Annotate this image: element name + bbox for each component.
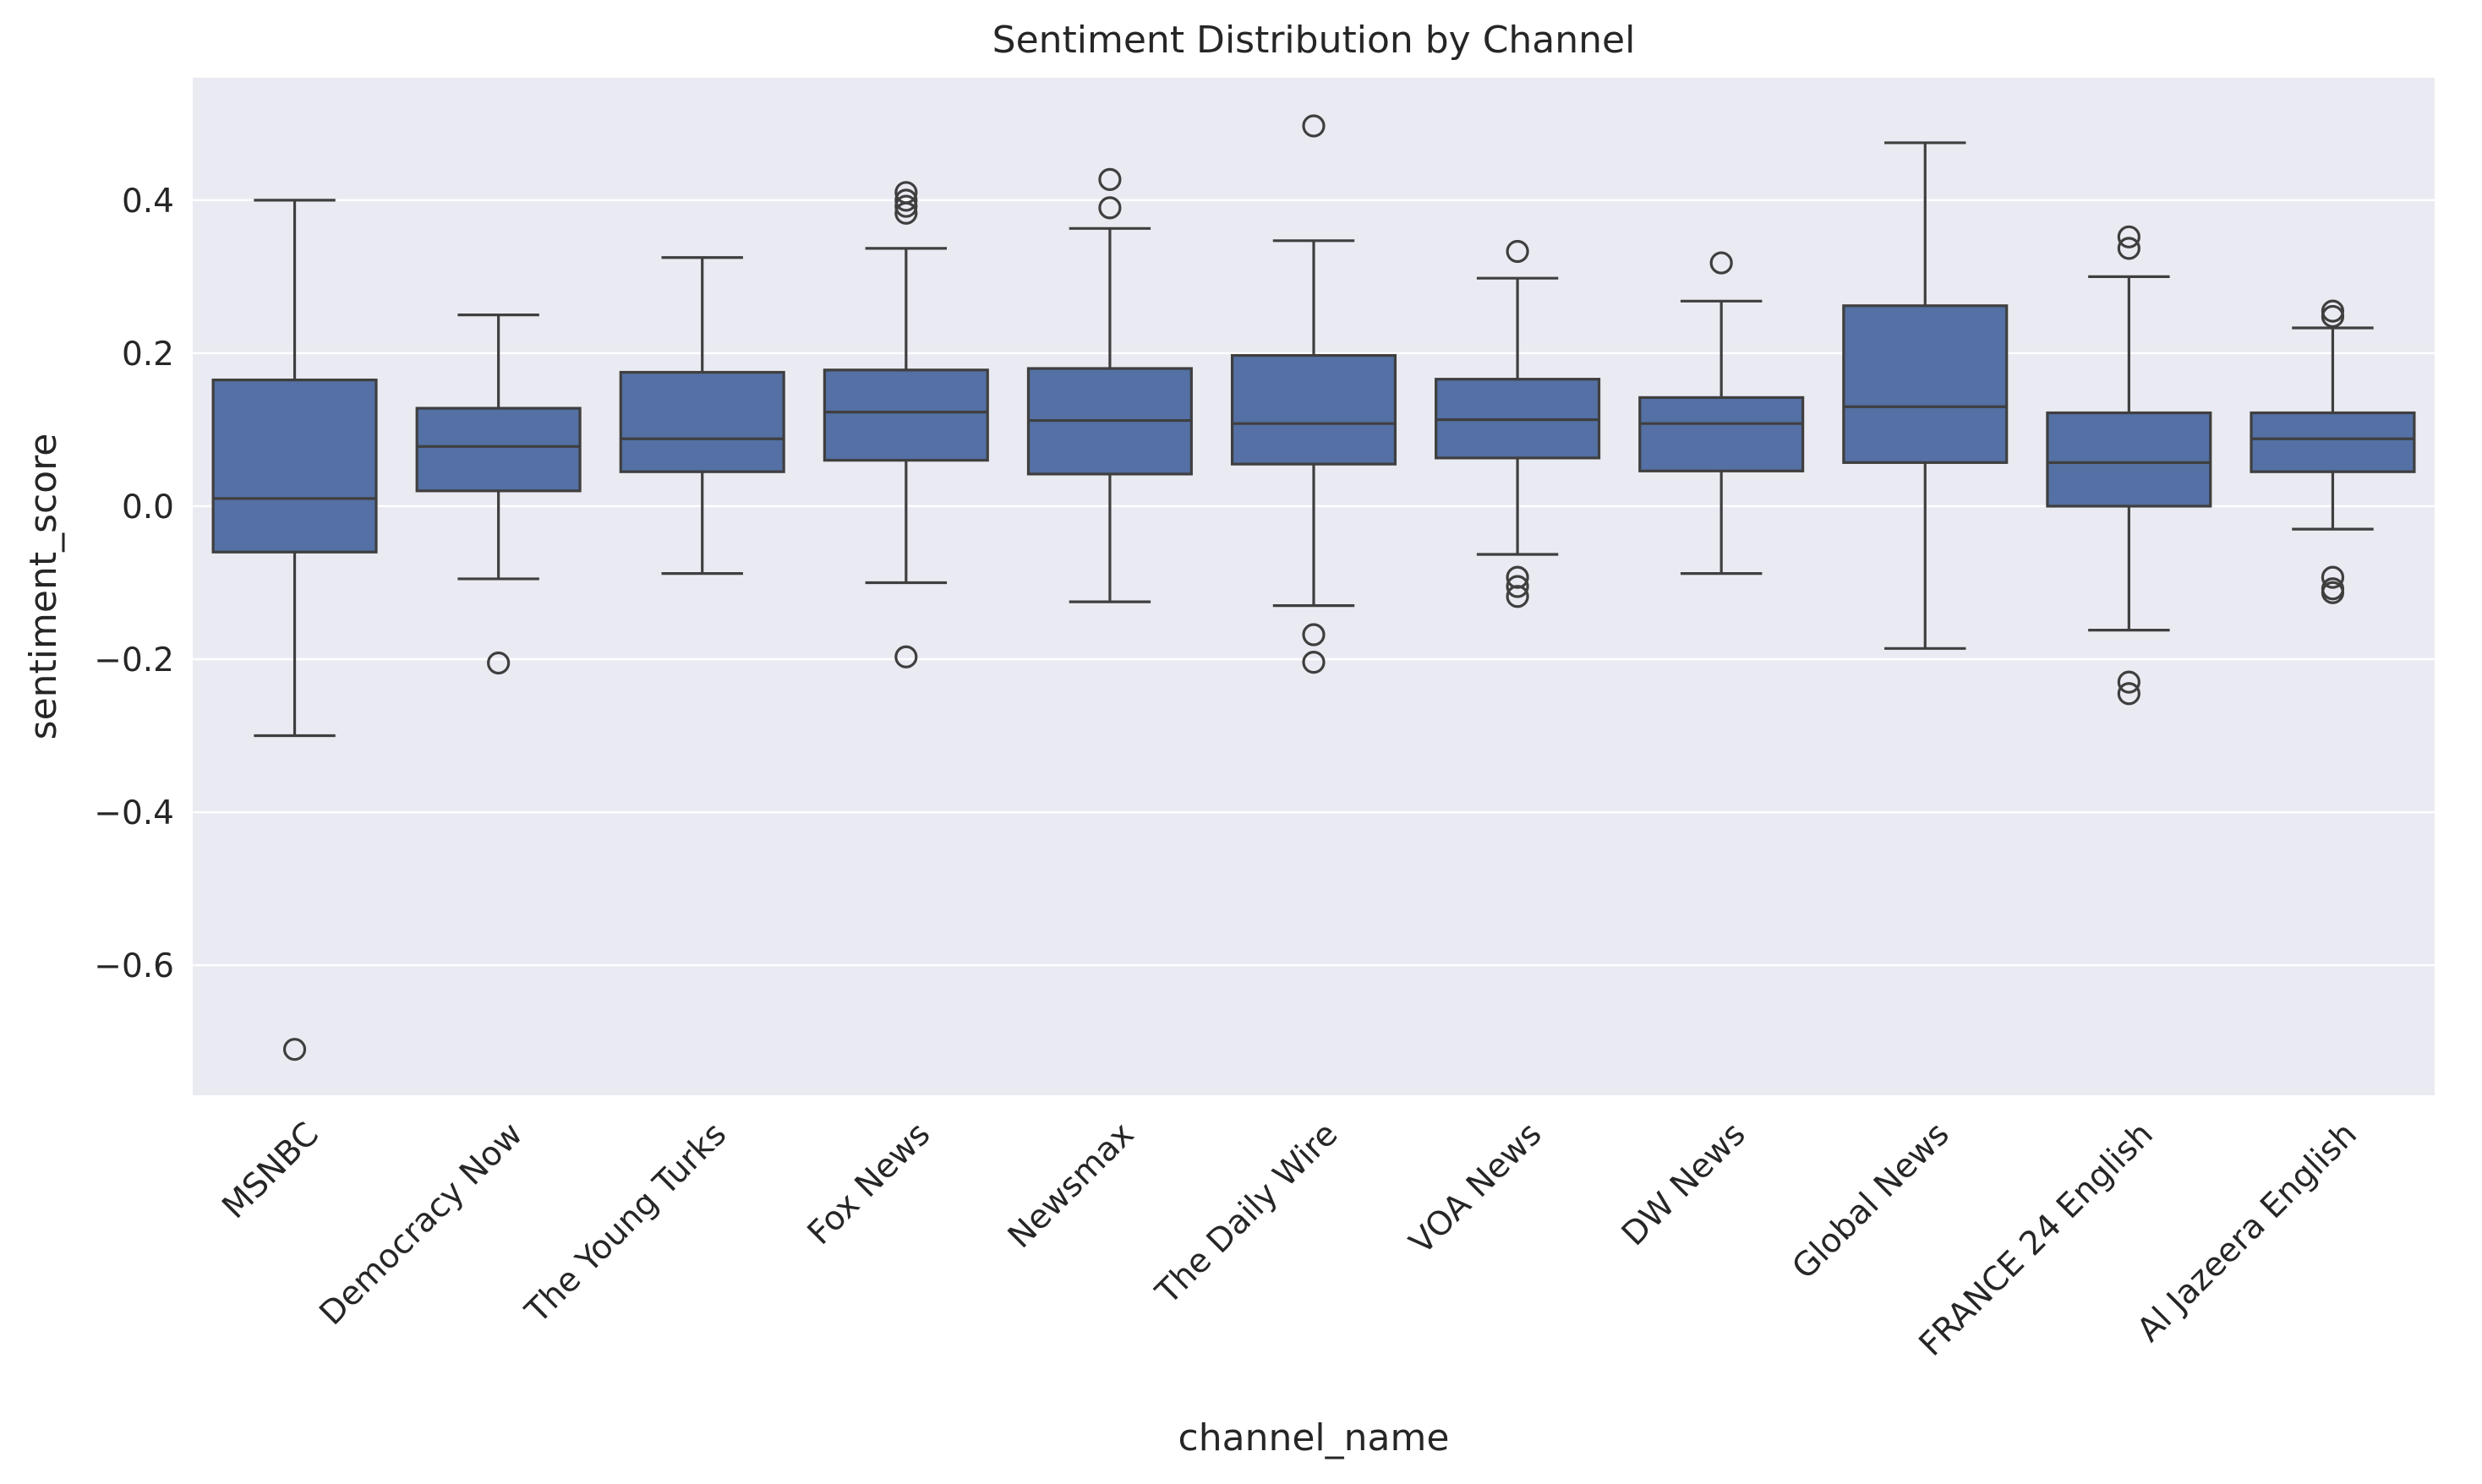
box-5 bbox=[1026, 167, 1193, 603]
y-axis-label: sentiment_score bbox=[22, 434, 65, 740]
outlier-point bbox=[894, 645, 918, 668]
y-tick-label: −0.2 bbox=[94, 641, 174, 679]
outlier-point bbox=[1506, 239, 1529, 264]
iqr-box bbox=[2046, 411, 2212, 508]
iqr-box bbox=[823, 368, 989, 462]
x-tick-label: FRANCE 24 English bbox=[1912, 1116, 2161, 1364]
box-8 bbox=[1638, 251, 1805, 576]
iqr-box bbox=[619, 370, 785, 473]
iqr-box bbox=[415, 406, 582, 493]
box-2 bbox=[415, 314, 582, 675]
y-tick-label: −0.6 bbox=[94, 947, 174, 985]
outlier-point bbox=[2117, 225, 2140, 248]
outlier-point bbox=[487, 651, 511, 675]
x-tick-label: The Daily Wire bbox=[1148, 1116, 1345, 1312]
box-6 bbox=[1230, 114, 1397, 674]
box-11 bbox=[2250, 299, 2416, 604]
box-9 bbox=[1842, 141, 2009, 650]
iqr-box bbox=[2250, 411, 2416, 473]
y-tick-labels: 0.4 0.2 0.0 −0.2 −0.4 −0.6 bbox=[94, 183, 174, 985]
box-7 bbox=[1435, 239, 1601, 608]
x-tick-label: VOA News bbox=[1402, 1116, 1550, 1263]
x-tick-label: MSNBC bbox=[216, 1116, 326, 1226]
outlier-point bbox=[894, 194, 918, 218]
iqr-box bbox=[1230, 354, 1397, 466]
x-tick-label: DW News bbox=[1615, 1116, 1753, 1254]
x-tick-label: Democracy Now bbox=[313, 1116, 530, 1333]
box-4 bbox=[823, 181, 989, 668]
outlier-point bbox=[2117, 682, 2140, 706]
iqr-box bbox=[1842, 304, 2009, 464]
y-tick-label: −0.4 bbox=[94, 794, 174, 832]
y-tick-label: 0.4 bbox=[122, 183, 174, 221]
iqr-box bbox=[211, 378, 378, 554]
x-tick-label: Newsmax bbox=[1001, 1116, 1141, 1256]
outlier-point bbox=[2321, 299, 2345, 323]
outlier-point bbox=[2117, 237, 2140, 260]
outlier-point bbox=[1302, 623, 1326, 647]
outlier-point bbox=[2117, 670, 2140, 694]
box-series bbox=[211, 114, 2416, 1061]
y-tick-label: 0.0 bbox=[122, 488, 174, 526]
x-axis-label: channel_name bbox=[1178, 1416, 1450, 1459]
chart-title: Sentiment Distribution by Channel bbox=[992, 19, 1636, 62]
outlier-point bbox=[2321, 581, 2345, 604]
outlier-point bbox=[1098, 167, 1122, 191]
outlier-point bbox=[1302, 114, 1326, 138]
outlier-point bbox=[282, 1038, 307, 1061]
box-3 bbox=[619, 256, 785, 576]
outlier-point bbox=[1709, 251, 1733, 275]
x-tick-label: Al Jazeera English bbox=[2130, 1116, 2364, 1350]
x-tick-label: Global News bbox=[1785, 1116, 1957, 1287]
outlier-point bbox=[1506, 585, 1529, 608]
y-tick-label: 0.2 bbox=[122, 336, 174, 374]
outlier-point bbox=[1302, 651, 1326, 674]
outlier-point bbox=[894, 188, 918, 212]
box-1 bbox=[211, 199, 378, 1061]
box-10 bbox=[2046, 225, 2212, 706]
outlier-point bbox=[1098, 196, 1122, 220]
x-tick-label: The Young Turks bbox=[517, 1116, 734, 1332]
x-tick-label: Fox News bbox=[801, 1116, 938, 1252]
outlier-point bbox=[894, 181, 918, 205]
iqr-box bbox=[1638, 396, 1805, 472]
outlier-point bbox=[2321, 565, 2345, 589]
outlier-point bbox=[1506, 575, 1529, 598]
